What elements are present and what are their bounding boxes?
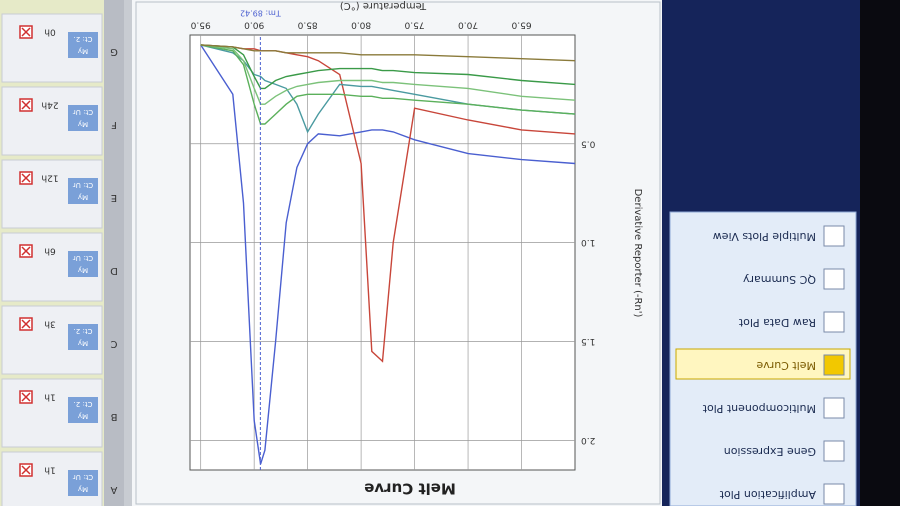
omit-cross bbox=[21, 100, 31, 110]
plate-column-letter: A bbox=[110, 484, 117, 495]
y-tick-label: 1.5 bbox=[581, 336, 595, 346]
nav-label: Raw Data Plot bbox=[738, 316, 816, 329]
plate-ct: Ct: 2. bbox=[74, 400, 93, 408]
nav-icon bbox=[823, 311, 845, 333]
series-line bbox=[200, 44, 576, 125]
omit-cross bbox=[21, 246, 31, 256]
omit-cross bbox=[21, 319, 31, 329]
plate-ct: Ct: Ur bbox=[73, 108, 93, 116]
omit-cross bbox=[21, 173, 31, 183]
series-line bbox=[200, 44, 576, 90]
plate-column-letter: G bbox=[110, 46, 118, 57]
nav-label: Multiple Plots View bbox=[713, 230, 816, 243]
plate-column-letter: D bbox=[110, 265, 118, 276]
plate-time: 0h bbox=[44, 27, 55, 37]
plate-column-letter: B bbox=[110, 411, 117, 422]
ct-box bbox=[68, 105, 98, 131]
plate-tag: My bbox=[78, 47, 88, 55]
x-axis-label: Temperature (°C) bbox=[340, 0, 427, 11]
plate-time: 3h bbox=[44, 319, 55, 329]
plate-tag: My bbox=[78, 412, 88, 420]
series-line bbox=[200, 44, 576, 363]
ct-box bbox=[68, 470, 98, 496]
x-tick-label: 85.0 bbox=[297, 20, 317, 30]
series-line bbox=[200, 44, 576, 465]
plot-area bbox=[189, 34, 576, 471]
chart-title: Melt Curve bbox=[364, 480, 456, 498]
series-line bbox=[200, 44, 576, 134]
plate-tag: My bbox=[78, 485, 88, 493]
nav-label: QC Summary bbox=[743, 273, 816, 286]
nav-item[interactable] bbox=[675, 348, 851, 380]
y-tick-label: 1.0 bbox=[581, 237, 596, 247]
series-line bbox=[200, 44, 576, 62]
nav-icon bbox=[823, 440, 845, 462]
plate-tag: My bbox=[78, 339, 88, 347]
x-tick-label: 65.0 bbox=[511, 20, 531, 30]
plate-ct: Ct: 2. bbox=[74, 327, 93, 335]
ct-box bbox=[68, 251, 98, 277]
nav-label: Gene Expression bbox=[724, 445, 816, 458]
plate-header bbox=[104, 0, 124, 506]
plate-time: 24h bbox=[41, 100, 58, 110]
series-line bbox=[200, 44, 576, 105]
y-axis-label: Derivative Reporter (-Rn') bbox=[632, 189, 643, 318]
ct-box bbox=[68, 178, 98, 204]
plate-column-letter: E bbox=[111, 192, 117, 203]
omit-cross bbox=[21, 392, 31, 402]
bezel bbox=[860, 0, 900, 506]
nav-icon bbox=[823, 225, 845, 247]
chart-border bbox=[135, 1, 661, 505]
x-tick-label: 90.0 bbox=[244, 20, 264, 30]
plate-tag: My bbox=[78, 120, 88, 128]
plate-ct: Ct: Ur bbox=[73, 473, 93, 481]
splitter[interactable] bbox=[124, 0, 132, 506]
nav-label: Amplification Plot bbox=[719, 488, 816, 501]
nav-icon bbox=[823, 268, 845, 290]
plate-column-letter: C bbox=[110, 338, 117, 349]
ct-box bbox=[68, 324, 98, 350]
omit-cross bbox=[21, 27, 31, 37]
x-tick-label: 75.0 bbox=[404, 20, 424, 30]
x-tick-label: 95.0 bbox=[190, 20, 210, 30]
plate-tag: My bbox=[78, 193, 88, 201]
plate-ct: Ct: 2. bbox=[74, 35, 93, 43]
y-tick-label: 2.0 bbox=[581, 435, 596, 445]
y-tick-label: 0.5 bbox=[581, 138, 595, 148]
tm-label: Tm: 89.42 bbox=[240, 9, 282, 18]
plate-time: 1h bbox=[44, 465, 55, 475]
plate-time: 12h bbox=[41, 173, 58, 183]
plate-time: 6h bbox=[44, 246, 55, 256]
nav-icon bbox=[823, 354, 845, 376]
plate-column-letter: F bbox=[111, 119, 117, 130]
nav-label: Melt Curve bbox=[756, 359, 816, 372]
plate-tag: My bbox=[78, 266, 88, 274]
x-tick-label: 70.0 bbox=[458, 20, 478, 30]
nav-label: Multicomponent Plot bbox=[702, 402, 816, 415]
nav-icon bbox=[823, 483, 845, 505]
ct-box bbox=[68, 397, 98, 423]
plate-ct: Ct: Ur bbox=[73, 181, 93, 189]
plate-ct: Ct: Ur bbox=[73, 254, 93, 262]
omit-cross bbox=[21, 465, 31, 475]
ct-box bbox=[68, 32, 98, 58]
x-tick-label: 80.0 bbox=[351, 20, 371, 30]
nav-icon bbox=[823, 397, 845, 419]
plate-time: 1h bbox=[44, 392, 55, 402]
